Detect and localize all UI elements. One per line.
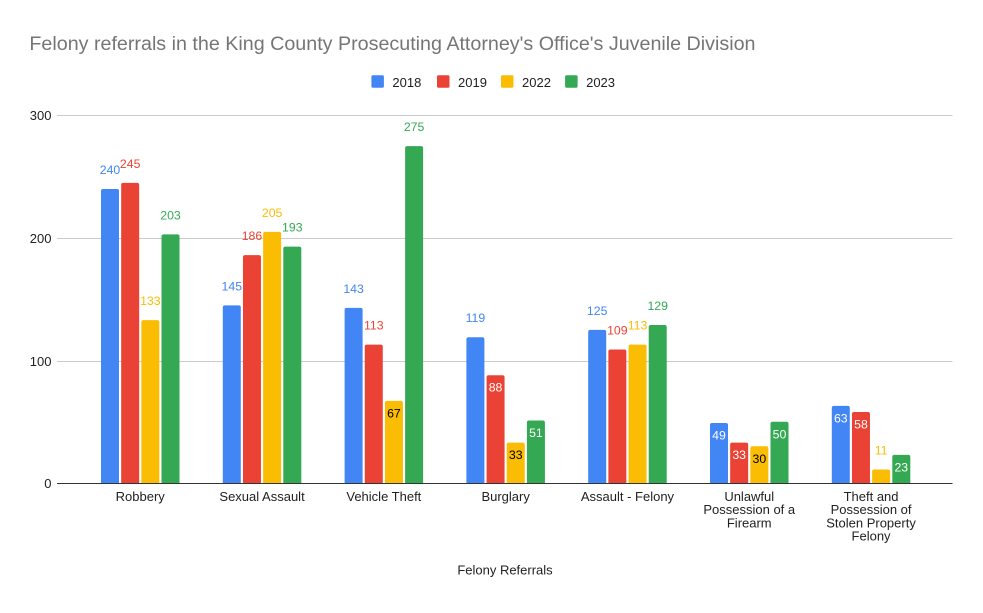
svg-text:33: 33	[509, 448, 523, 462]
svg-text:300: 300	[30, 108, 52, 123]
svg-text:145: 145	[222, 279, 243, 293]
svg-text:67: 67	[387, 406, 401, 420]
svg-text:50: 50	[773, 427, 787, 441]
svg-text:58: 58	[854, 417, 868, 431]
svg-text:2018: 2018	[392, 75, 421, 90]
svg-text:245: 245	[120, 157, 141, 171]
svg-text:125: 125	[587, 304, 608, 318]
svg-text:186: 186	[242, 229, 263, 243]
svg-text:33: 33	[732, 448, 746, 462]
svg-text:49: 49	[712, 428, 726, 442]
svg-text:2023: 2023	[586, 75, 615, 90]
svg-text:Robbery: Robbery	[116, 489, 166, 504]
svg-text:113: 113	[364, 319, 384, 333]
svg-text:Felony Referrals: Felony Referrals	[457, 563, 553, 578]
svg-text:Vehicle Theft: Vehicle Theft	[346, 489, 421, 504]
svg-text:113: 113	[628, 319, 648, 333]
svg-text:119: 119	[466, 311, 486, 325]
svg-text:109: 109	[607, 323, 628, 337]
svg-text:2019: 2019	[458, 75, 487, 90]
svg-text:Stolen Property: Stolen Property	[826, 515, 916, 530]
svg-text:2022: 2022	[522, 75, 551, 90]
svg-text:63: 63	[834, 411, 848, 425]
svg-text:51: 51	[529, 426, 543, 440]
svg-text:100: 100	[30, 354, 52, 369]
svg-text:203: 203	[160, 208, 181, 222]
svg-text:Unlawful: Unlawful	[724, 489, 774, 504]
svg-text:133: 133	[140, 294, 161, 308]
svg-text:200: 200	[30, 231, 52, 246]
svg-text:Burglary: Burglary	[481, 489, 530, 504]
svg-text:88: 88	[489, 381, 503, 395]
svg-text:Felony: Felony	[852, 529, 892, 544]
svg-text:23: 23	[894, 460, 908, 474]
svg-text:30: 30	[752, 452, 766, 466]
svg-text:Possession of a: Possession of a	[703, 502, 796, 517]
svg-text:Firearm: Firearm	[727, 515, 772, 530]
svg-text:11: 11	[875, 444, 888, 458]
svg-text:240: 240	[100, 163, 121, 177]
svg-text:205: 205	[262, 206, 283, 220]
svg-text:Possession of: Possession of	[831, 502, 912, 517]
svg-text:Theft and: Theft and	[844, 489, 899, 504]
svg-text:Sexual Assault: Sexual Assault	[219, 489, 305, 504]
svg-text:Felony referrals in the King C: Felony referrals in the King County Pros…	[29, 33, 755, 55]
svg-text:193: 193	[282, 221, 303, 235]
svg-text:0: 0	[44, 476, 51, 491]
svg-text:275: 275	[404, 120, 425, 134]
svg-text:Assault - Felony: Assault - Felony	[581, 489, 675, 504]
svg-text:143: 143	[343, 282, 364, 296]
svg-text:129: 129	[647, 299, 668, 313]
